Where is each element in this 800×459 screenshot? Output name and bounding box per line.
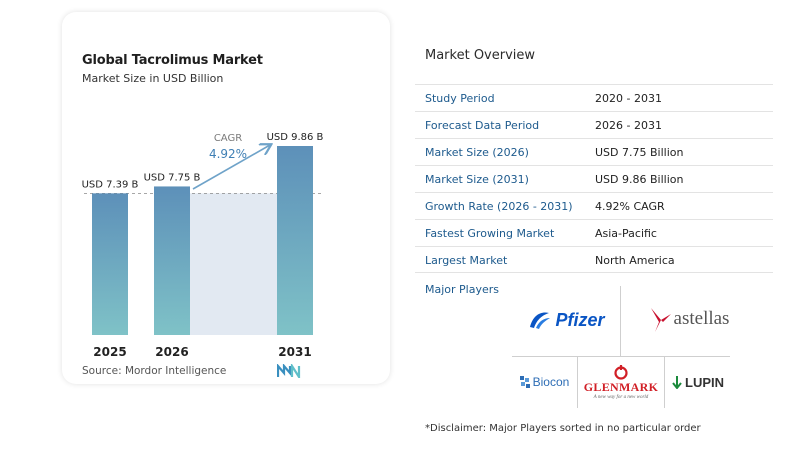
bar-2025 (92, 193, 128, 335)
bar-2026 (154, 186, 190, 335)
glenmark-tagline: A new way for a new world (593, 395, 649, 400)
chart-subtitle: Market Size in USD Billion (82, 72, 224, 85)
astellas-name: astellas (673, 308, 730, 329)
data-label: USD 9.86 B (267, 132, 324, 143)
player-biocon: Biocon (514, 368, 574, 396)
overview-row-value: Asia-Pacific (595, 227, 657, 240)
divider (577, 356, 578, 408)
chart-card: USD 7.39 B 2025 USD 7.75 B 2026 USD 9.86 B 20… (62, 12, 390, 384)
divider (620, 286, 621, 356)
astellas-logo-icon (650, 308, 671, 332)
chart-source: Source: Mordor Intelligence (82, 365, 227, 377)
chart-title: Global Tacrolimus Market (82, 53, 263, 68)
overview-row: Fastest Growing Market Asia-Pacific (415, 219, 773, 246)
overview-row-label: Largest Market (425, 254, 508, 267)
overview-row-label: Forecast Data Period (425, 119, 540, 132)
cagr-arrow (192, 145, 270, 190)
overview-row-label: Market Size (2031) (425, 173, 529, 186)
overview-row-value: North America (595, 254, 675, 267)
overview-row-value: 4.92% CAGR (595, 200, 665, 213)
biocon-name: Biocon (532, 375, 570, 389)
bar-2031 (277, 146, 313, 335)
overview-row: Largest Market North America (415, 246, 773, 273)
overview-row-value: 2026 - 2031 (595, 119, 662, 132)
cagr-label: CAGR (214, 133, 242, 144)
glenmark-name: GLENMARK (583, 380, 659, 394)
overview-row-label: Growth Rate (2026 - 2031) (425, 200, 573, 213)
data-label: USD 7.39 B (82, 179, 139, 190)
player-glenmark: GLENMARK A new way for a new world (580, 356, 662, 408)
overview-row-label: Fastest Growing Market (425, 227, 555, 240)
bar-chart: USD 7.39 B 2025 USD 7.75 B 2026 USD 9.86 B 20… (82, 132, 324, 359)
overview-row: Forecast Data Period 2026 - 2031 (415, 111, 773, 138)
overview-row-value: USD 7.75 Billion (595, 146, 684, 159)
x-tick-label: 2026 (155, 345, 188, 359)
player-lupin: LUPIN (666, 368, 730, 396)
lupin-name: LUPIN (685, 374, 724, 390)
mordor-logo-icon (277, 364, 301, 378)
overview-row: Study Period 2020 - 2031 (415, 84, 773, 111)
overview-row: Market Size (2031) USD 9.86 Billion (415, 165, 773, 192)
biocon-logo-icon (519, 376, 530, 388)
overview-row-value: USD 9.86 Billion (595, 173, 684, 186)
overview-row: Growth Rate (2026 - 2031) 4.92% CAGR (415, 192, 773, 219)
forecast-band (190, 193, 277, 335)
players-title: Major Players (425, 283, 499, 296)
overview-row: Market Size (2026) USD 7.75 Billion (415, 138, 773, 165)
data-label: USD 7.75 B (144, 172, 201, 183)
lupin-logo-icon (672, 376, 682, 389)
pfizer-name: Pfizer (555, 309, 605, 330)
pfizer-logo-icon (530, 312, 551, 329)
x-tick-label: 2031 (278, 345, 311, 359)
x-tick-label: 2025 (93, 345, 126, 359)
overview-row-value: 2020 - 2031 (595, 92, 662, 105)
overview-title: Market Overview (425, 48, 536, 63)
overview-row-label: Market Size (2026) (425, 146, 529, 159)
player-pfizer: Pfizer (520, 298, 612, 342)
disclaimer: *Disclaimer: Major Players sorted in no … (425, 423, 701, 434)
overview-row-label: Study Period (425, 92, 495, 105)
cagr-value: 4.92% (209, 147, 247, 161)
glenmark-logo-icon (614, 365, 628, 380)
divider (664, 356, 665, 408)
player-astellas: astellas (632, 296, 744, 342)
divider (512, 356, 730, 357)
